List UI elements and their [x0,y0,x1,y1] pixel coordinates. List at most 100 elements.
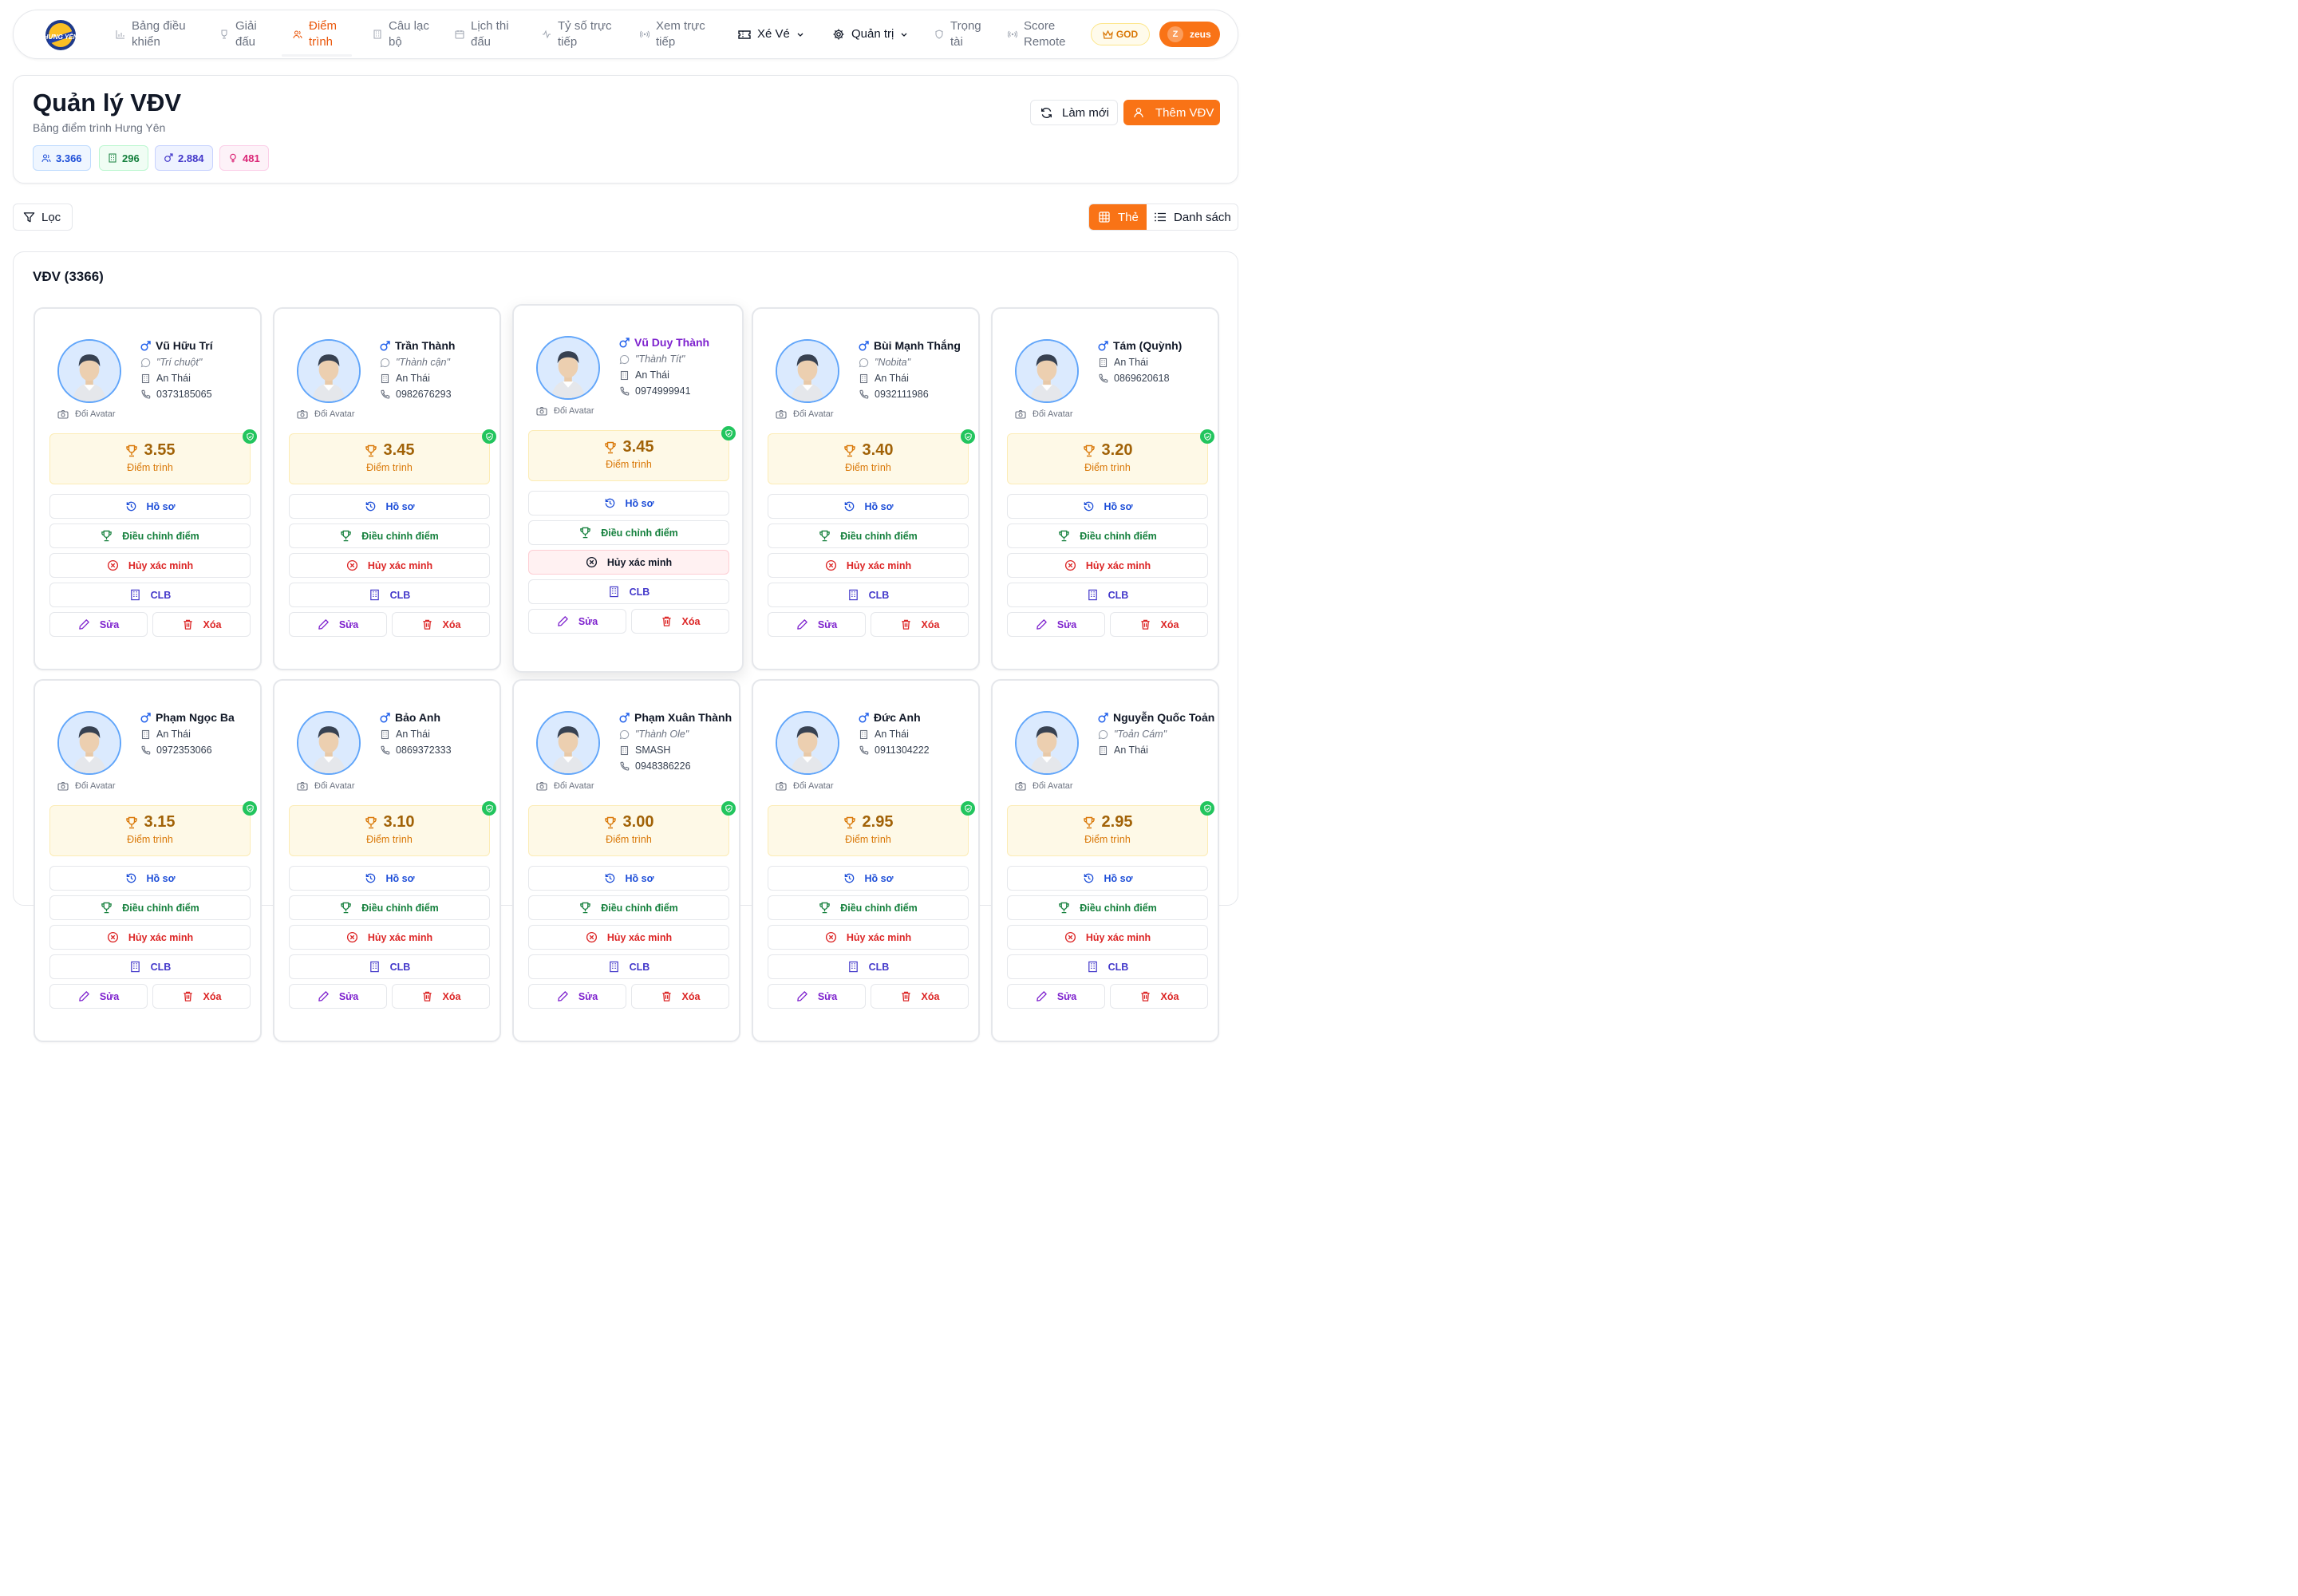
edit-button[interactable]: Sửa [49,984,148,1009]
club-button[interactable]: CLB [289,583,490,607]
unverify-button[interactable]: Hủy xác minh [49,553,251,578]
player-avatar[interactable] [536,711,600,775]
edit-button[interactable]: Sửa [289,984,387,1009]
player-avatar[interactable] [536,336,600,400]
club-button[interactable]: CLB [1007,954,1208,979]
profile-button[interactable]: Hồ sơ [289,494,490,519]
profile-button[interactable]: Hồ sơ [768,866,969,891]
profile-button[interactable]: Hồ sơ [289,866,490,891]
adjust-score-button[interactable]: Điều chỉnh điểm [1007,895,1208,920]
club-button[interactable]: CLB [49,954,251,979]
delete-button[interactable]: Xóa [152,612,251,637]
profile-button[interactable]: Hồ sơ [768,494,969,519]
club-button[interactable]: CLB [289,954,490,979]
delete-button[interactable]: Xóa [631,984,729,1009]
change-avatar-button[interactable]: Đổi Avatar [776,781,834,791]
player-name[interactable]: Phạm Ngọc Ba [140,711,259,725]
add-player-button[interactable]: Thêm VĐV [1123,100,1220,125]
delete-button[interactable]: Xóa [392,984,490,1009]
player-name[interactable]: Nguyễn Quốc Toản [1098,711,1216,725]
player-avatar[interactable] [297,339,361,403]
adjust-score-button[interactable]: Điều chỉnh điểm [768,523,969,548]
adjust-score-button[interactable]: Điều chỉnh điểm [49,895,251,920]
delete-button[interactable]: Xóa [871,984,969,1009]
adjust-score-button[interactable]: Điều chỉnh điểm [289,895,490,920]
profile-button[interactable]: Hồ sơ [1007,494,1208,519]
edit-button[interactable]: Sửa [768,612,866,637]
player-avatar[interactable] [57,339,121,403]
delete-button[interactable]: Xóa [631,609,729,634]
player-name[interactable]: Trần Thành [380,339,498,353]
edit-button[interactable]: Sửa [528,984,626,1009]
player-avatar[interactable] [297,711,361,775]
nav-tournaments[interactable]: Giải đấu [219,10,264,58]
profile-button[interactable]: Hồ sơ [49,866,251,891]
profile-button[interactable]: Hồ sơ [1007,866,1208,891]
adjust-score-button[interactable]: Điều chỉnh điểm [49,523,251,548]
change-avatar-button[interactable]: Đổi Avatar [1015,781,1073,791]
delete-button[interactable]: Xóa [392,612,490,637]
club-button[interactable]: CLB [768,954,969,979]
view-list-button[interactable]: Danh sách [1147,204,1238,230]
player-name[interactable]: Tám (Quỳnh) [1098,339,1216,353]
nav-tickets-dropdown[interactable]: Xé Vé [738,10,804,58]
user-menu-button[interactable]: Z zeus [1159,22,1220,47]
nav-score-remote[interactable]: Score Remote [1008,10,1067,58]
change-avatar-button[interactable]: Đổi Avatar [776,409,834,419]
change-avatar-button[interactable]: Đổi Avatar [1015,409,1073,419]
profile-button[interactable]: Hồ sơ [528,866,729,891]
nav-watch-live[interactable]: Xem trực tiếp [640,10,709,58]
player-name[interactable]: Đức Anh [859,711,977,725]
edit-button[interactable]: Sửa [528,609,626,634]
change-avatar-button[interactable]: Đổi Avatar [57,409,116,419]
edit-button[interactable]: Sửa [1007,984,1105,1009]
unverify-button[interactable]: Hủy xác minh [528,550,729,575]
adjust-score-button[interactable]: Điều chỉnh điểm [289,523,490,548]
adjust-score-button[interactable]: Điều chỉnh điểm [528,895,729,920]
unverify-button[interactable]: Hủy xác minh [289,925,490,950]
player-name[interactable]: Vũ Duy Thành [619,336,737,350]
unverify-button[interactable]: Hủy xác minh [49,925,251,950]
refresh-button[interactable]: Làm mới [1030,100,1118,125]
nav-dashboard[interactable]: Bảng điều khiển [116,10,192,58]
player-avatar[interactable] [776,339,839,403]
club-button[interactable]: CLB [528,954,729,979]
player-avatar[interactable] [1015,711,1079,775]
unverify-button[interactable]: Hủy xác minh [1007,553,1208,578]
profile-button[interactable]: Hồ sơ [49,494,251,519]
change-avatar-button[interactable]: Đổi Avatar [536,781,594,791]
player-name[interactable]: Bùi Mạnh Thắng [859,339,977,353]
player-avatar[interactable] [1015,339,1079,403]
club-button[interactable]: CLB [528,579,729,604]
nav-referees[interactable]: Trọng tài [934,10,984,58]
nav-admin-dropdown[interactable]: Quản trị [832,10,908,58]
delete-button[interactable]: Xóa [871,612,969,637]
filter-button[interactable]: Lọc [13,203,73,231]
adjust-score-button[interactable]: Điều chỉnh điểm [1007,523,1208,548]
edit-button[interactable]: Sửa [49,612,148,637]
player-avatar[interactable] [776,711,839,775]
edit-button[interactable]: Sửa [768,984,866,1009]
player-name[interactable]: Bảo Anh [380,711,498,725]
nav-rankings[interactable]: Điểm trình [282,10,352,58]
unverify-button[interactable]: Hủy xác minh [768,925,969,950]
edit-button[interactable]: Sửa [289,612,387,637]
delete-button[interactable]: Xóa [1110,984,1208,1009]
edit-button[interactable]: Sửa [1007,612,1105,637]
adjust-score-button[interactable]: Điều chỉnh điểm [528,520,729,545]
profile-button[interactable]: Hồ sơ [528,491,729,516]
nav-live-scores[interactable]: Tỷ số trực tiếp [542,10,615,58]
club-button[interactable]: CLB [49,583,251,607]
delete-button[interactable]: Xóa [152,984,251,1009]
nav-clubs[interactable]: Câu lạc bộ [373,10,433,58]
player-name[interactable]: Phạm Xuân Thành [619,711,737,725]
change-avatar-button[interactable]: Đổi Avatar [297,781,355,791]
unverify-button[interactable]: Hủy xác minh [289,553,490,578]
change-avatar-button[interactable]: Đổi Avatar [297,409,355,419]
change-avatar-button[interactable]: Đổi Avatar [57,781,116,791]
change-avatar-button[interactable]: Đổi Avatar [536,406,594,416]
nav-schedule[interactable]: Lịch thi đấu [455,10,515,58]
unverify-button[interactable]: Hủy xác minh [1007,925,1208,950]
club-button[interactable]: CLB [1007,583,1208,607]
player-name[interactable]: Vũ Hữu Trí [140,339,259,353]
